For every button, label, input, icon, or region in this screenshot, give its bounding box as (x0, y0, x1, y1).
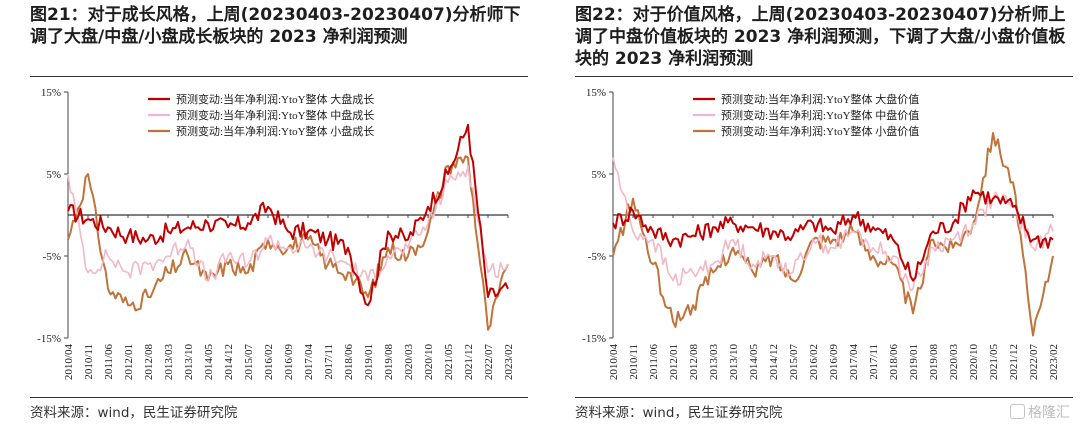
y-tick-label: 5% (46, 169, 61, 181)
x-tick-label: 2014/05 (203, 344, 215, 381)
x-tick-label: 2010/11 (628, 344, 640, 380)
x-tick-label: 2023/02 (503, 344, 515, 380)
x-tick-label: 2010/11 (83, 344, 95, 380)
x-tick-label: 2011/06 (103, 344, 115, 380)
series-line-large (612, 189, 1054, 282)
x-tick-label: 2010/04 (63, 344, 75, 381)
x-tick-label: 2017/11 (323, 344, 335, 380)
x-tick-label: 2017/11 (868, 344, 880, 380)
x-tick-label: 2013/03 (708, 344, 720, 381)
x-tick-label: 2021/05 (988, 344, 1000, 381)
x-tick-label: 2012/08 (688, 344, 700, 381)
x-tick-label: 2013/10 (728, 344, 740, 381)
series-line-small (67, 155, 509, 331)
x-tick-label: 2019/01 (363, 344, 375, 380)
series-line-mid (612, 157, 1054, 292)
figure-22-chart: 15% 5% -5% -15%2010/04 2010/11 2011/06 2012/01… (582, 87, 1060, 381)
figure-21-title: 图21：对于成长风格，上周(20230403-20230407)分析师下调了大盘… (30, 5, 521, 47)
x-tick-label: 2012/01 (668, 344, 680, 380)
figure-22-panel: 图22：对于价值风格，上周(20230403-20230407)分析师上调了中盘… (545, 0, 1075, 427)
x-tick-label: 2018/06 (888, 344, 900, 381)
legend-label-large: 预测变动:当年净利润:YtoY整体 大盘成长 (176, 92, 374, 106)
series-line-small (612, 132, 1054, 337)
figure-21-chart: 15% 5% -5% -15%2010/04 2010/11 2011/06 2012/01… (37, 87, 515, 381)
x-tick-label: 2011/06 (648, 344, 660, 380)
x-tick-label: 2018/06 (343, 344, 355, 381)
y-tick-label: -5% (43, 251, 61, 263)
watermark-logo-icon (1010, 404, 1025, 419)
y-tick-label: -5% (588, 251, 606, 263)
x-tick-label: 2012/08 (143, 344, 155, 381)
x-tick-label: 2023/02 (1048, 344, 1060, 380)
series-line-large (67, 123, 509, 307)
x-tick-label: 2015/07 (788, 344, 800, 381)
x-tick-label: 2014/12 (223, 344, 235, 380)
x-tick-label: 2019/08 (928, 344, 940, 381)
x-tick-label: 2020/10 (423, 344, 435, 381)
x-tick-label: 2020/10 (968, 344, 980, 381)
x-tick-label: 2019/08 (383, 344, 395, 381)
y-tick-label: 5% (591, 169, 606, 181)
figure-21-panel: 图21：对于成长风格，上周(20230403-20230407)分析师下调了大盘… (0, 0, 530, 427)
x-tick-label: 2021/12 (463, 344, 475, 380)
figure-22-source: 资料来源：wind，民生证券研究院 (575, 405, 783, 421)
x-tick-label: 2012/01 (123, 344, 135, 380)
y-tick-label: -15% (582, 333, 606, 345)
figure-22-bottom-rule (575, 397, 1073, 398)
y-tick-label: -15% (37, 333, 61, 345)
figure-21-source: 资料来源：wind，民生证券研究院 (30, 405, 238, 421)
x-tick-label: 2020/03 (948, 344, 960, 381)
x-tick-label: 2014/05 (748, 344, 760, 381)
legend-label-small: 预测变动:当年净利润:YtoY整体 小盘价值 (721, 124, 919, 138)
legend-label-mid: 预测变动:当年净利润:YtoY整体 中盘成长 (176, 108, 374, 122)
x-tick-label: 2010/04 (608, 344, 620, 381)
figure-22-title-rule (575, 76, 1073, 77)
x-tick-label: 2013/03 (163, 344, 175, 381)
x-tick-label: 2016/09 (828, 344, 840, 381)
series-line-mid (67, 165, 509, 282)
x-tick-label: 2017/04 (848, 344, 860, 381)
x-tick-label: 2016/09 (283, 344, 295, 381)
x-tick-label: 2021/05 (443, 344, 455, 381)
figure-21-title-rule (30, 76, 528, 77)
legend-label-mid: 预测变动:当年净利润:YtoY整体 中盘价值 (721, 108, 919, 122)
x-tick-label: 2016/02 (808, 344, 820, 380)
y-tick-label: 15% (41, 87, 61, 99)
x-tick-label: 2014/12 (768, 344, 780, 380)
x-tick-label: 2022/07 (1028, 344, 1040, 381)
x-tick-label: 2017/04 (303, 344, 315, 381)
x-tick-label: 2013/10 (183, 344, 195, 381)
x-tick-label: 2021/12 (1008, 344, 1020, 380)
legend-label-large: 预测变动:当年净利润:YtoY整体 大盘价值 (721, 92, 919, 106)
y-tick-label: 15% (586, 87, 606, 99)
figure-21-bottom-rule (30, 397, 528, 398)
x-tick-label: 2019/01 (908, 344, 920, 380)
x-tick-label: 2015/07 (243, 344, 255, 381)
figure-22-title: 图22：对于价值风格，上周(20230403-20230407)分析师上调了中盘… (575, 5, 1066, 69)
watermark: 格隆汇 (1010, 402, 1070, 422)
x-tick-label: 2022/07 (483, 344, 495, 381)
x-tick-label: 2016/02 (263, 344, 275, 380)
x-tick-label: 2020/03 (403, 344, 415, 381)
legend-label-small: 预测变动:当年净利润:YtoY整体 小盘成长 (176, 124, 374, 138)
watermark-text: 格隆汇 (1028, 405, 1070, 421)
